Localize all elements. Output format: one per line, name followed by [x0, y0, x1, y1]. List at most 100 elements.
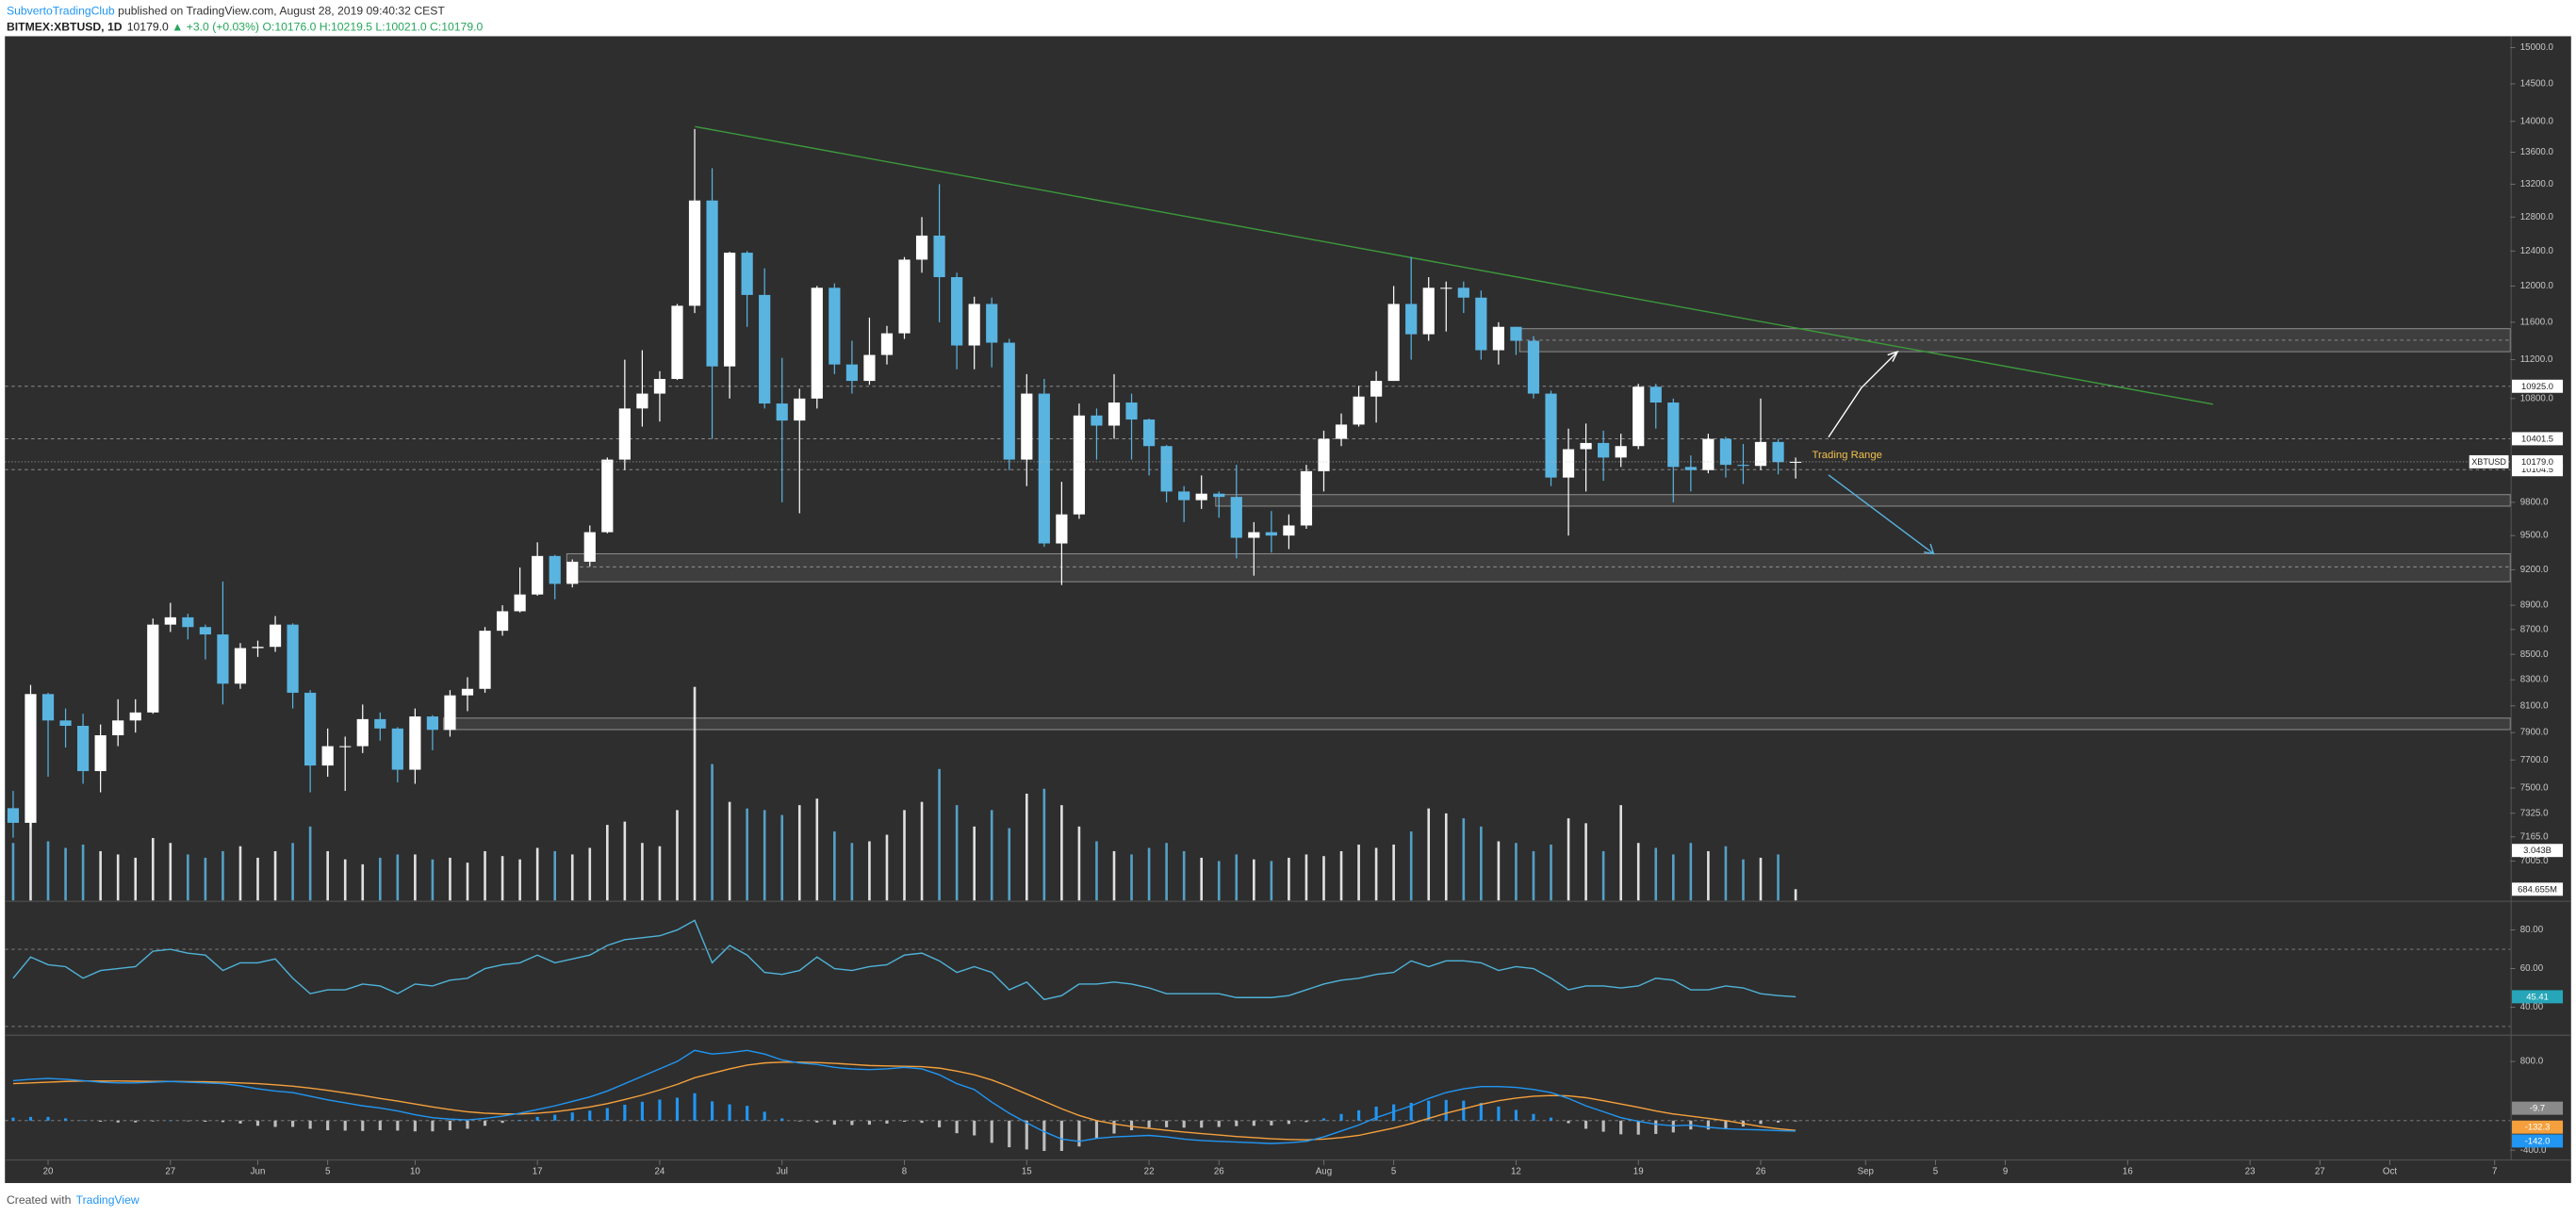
rsi-last-label: 45.41 [2526, 991, 2549, 1001]
volume-bar [1601, 850, 1605, 901]
trendline [695, 125, 2213, 405]
candle-body [1230, 497, 1242, 538]
macd-hist-bar [675, 1097, 680, 1121]
macd-hist-bar [658, 1099, 662, 1121]
macd-hist-bar [99, 1120, 103, 1122]
macd-signal-line [12, 1061, 1797, 1141]
candle-body [636, 393, 648, 409]
macd-hist-bar [1025, 1120, 1028, 1150]
candle-body [898, 259, 911, 334]
macd-hist-bar [273, 1120, 277, 1127]
volume-bar [1427, 808, 1431, 901]
candle-body [1510, 326, 1522, 341]
price-line-label: 10925.0 [2521, 381, 2553, 391]
y-tick-label: 7325.0 [2520, 808, 2549, 818]
macd-hist-bar [1339, 1113, 1343, 1121]
arrow-head [1887, 350, 1899, 362]
macd-hist-bar [1567, 1120, 1570, 1124]
macd-hist-bar [1008, 1120, 1011, 1148]
y-tick-label: 7900.0 [2520, 728, 2549, 738]
macd-hist-label-bg [2512, 1101, 2564, 1115]
candle-body [1754, 441, 1767, 467]
volume-bar [623, 821, 627, 901]
candle-body [1684, 467, 1697, 470]
y-tick-label: 7700.0 [2520, 755, 2549, 765]
candle-body [1649, 386, 1662, 403]
volume-bar [1550, 844, 1552, 901]
macd-hist-bar [1584, 1120, 1588, 1129]
macd-hist-bar [396, 1120, 400, 1131]
macd-hist-bar [570, 1112, 574, 1121]
volume-bar [64, 847, 67, 901]
candle-body [933, 235, 945, 278]
candle-body [1545, 393, 1557, 478]
candle-body [724, 253, 736, 367]
candle-body [1248, 532, 1260, 538]
macd-hist-bar [221, 1120, 224, 1123]
y-tick-label: 14500.0 [2520, 79, 2554, 90]
candle-body [1003, 342, 1015, 460]
y-tick-label: 10800.0 [2520, 393, 2554, 403]
y-tick-label: 9800.0 [2520, 497, 2549, 507]
x-tick-label: Sep [1858, 1166, 1875, 1176]
macd-hist-bar [1636, 1120, 1640, 1135]
candle-body [863, 354, 876, 382]
volume-bar [1112, 850, 1116, 901]
macd-hist-bar [169, 1120, 172, 1122]
candle-body [759, 294, 771, 404]
x-tick-label: 12 [1511, 1166, 1521, 1176]
volume-bar [1200, 857, 1204, 901]
publisher[interactable]: SubvertoTradingClub [7, 5, 115, 18]
macd-hist-bar [938, 1120, 942, 1127]
candle-body [1021, 393, 1033, 460]
volume-bar [1130, 854, 1133, 901]
candle-body [182, 616, 194, 628]
macd-hist-bar [500, 1120, 504, 1124]
volume-bar [1671, 854, 1675, 901]
brand[interactable]: TradingView [76, 1193, 139, 1207]
y-tick-label: 7500.0 [2520, 783, 2549, 794]
volume-bar [1515, 843, 1518, 901]
volume-bar [1444, 813, 1448, 901]
macd-hist-label: -9.7 [2530, 1103, 2545, 1113]
macd-hist-bar [1601, 1120, 1605, 1132]
volume-bar [658, 846, 662, 901]
candle-body [951, 277, 963, 346]
y-tick-label: 8100.0 [2520, 700, 2549, 711]
candle-body [1789, 461, 1802, 463]
macd-hist-bar [1427, 1100, 1431, 1121]
volume-bar [588, 847, 592, 901]
candle-body [776, 403, 788, 421]
candle-body [1719, 438, 1732, 466]
macd-hist-bar [413, 1120, 417, 1132]
candle-body [304, 692, 317, 766]
macd-hist-bar [1724, 1120, 1728, 1129]
macd-hist-bar [1462, 1100, 1466, 1121]
macd-signal-label: -132.3 [2525, 1122, 2551, 1132]
volume-bar [728, 801, 731, 901]
macd-line [12, 1049, 1797, 1144]
quote: 10179.0 [127, 21, 169, 34]
footer: Created with TradingView [7, 1193, 139, 1207]
volume-bar [414, 854, 417, 901]
macd-hist-bar [955, 1120, 959, 1134]
x-tick-label: 16 [2123, 1166, 2133, 1176]
macd-hist-bar [1392, 1104, 1396, 1121]
x-tick-label: 9 [2003, 1166, 2008, 1176]
volume-bar [833, 831, 836, 901]
macd-hist-bar [1252, 1120, 1255, 1126]
macd-hist-bar [990, 1120, 993, 1143]
macd-hist-bar [361, 1120, 365, 1131]
volume-bar [326, 850, 329, 901]
candle-body [1142, 419, 1156, 447]
zone [443, 717, 2511, 731]
candle-body [1091, 415, 1103, 426]
volume-bar [1147, 847, 1151, 901]
drawings [443, 328, 2511, 731]
candle-body [391, 728, 403, 770]
volume-bar [204, 857, 207, 901]
volume-bar [1619, 805, 1622, 901]
candle-body [164, 616, 176, 625]
volume-bar [850, 843, 854, 901]
macd-hist-bar [308, 1120, 312, 1129]
